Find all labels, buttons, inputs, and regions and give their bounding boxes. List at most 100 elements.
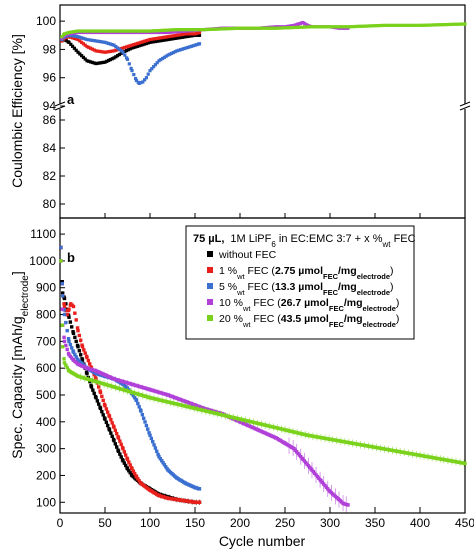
efficiency-point — [150, 37, 154, 41]
panel-letter-a: a — [67, 92, 75, 107]
capacity-point — [77, 333, 82, 338]
efficiency-point — [184, 46, 188, 50]
efficiency-point — [90, 29, 94, 33]
efficiency-point — [447, 22, 451, 27]
efficiency-point — [108, 49, 112, 54]
efficiency-point — [195, 43, 199, 47]
efficiency-point — [141, 40, 145, 44]
efficiency-point — [137, 41, 141, 45]
efficiency-point — [74, 37, 78, 41]
capacity-point — [65, 312, 69, 317]
efficiency-point — [180, 35, 184, 39]
efficiency-point — [177, 28, 181, 32]
efficiency-point — [127, 62, 131, 66]
efficiency-point — [116, 48, 120, 52]
efficiency-point — [189, 28, 193, 32]
efficiency-point — [132, 45, 136, 50]
efficiency-point — [96, 49, 100, 53]
efficiency-point — [195, 31, 199, 35]
capacity-point — [158, 456, 163, 461]
y-tick-label-b: 300 — [36, 442, 56, 456]
efficiency-point — [224, 27, 228, 31]
capacity-point — [157, 454, 161, 459]
efficiency-point — [438, 23, 442, 27]
efficiency-point — [238, 26, 242, 30]
efficiency-point — [134, 29, 138, 33]
efficiency-point — [206, 27, 210, 32]
efficiency-point — [287, 26, 291, 30]
efficiency-point — [360, 24, 364, 28]
y-tick-label-a-lower: 86 — [43, 113, 57, 127]
efficiency-point — [166, 35, 170, 39]
efficiency-point — [103, 60, 107, 64]
y-tick-label-a-lower: 80 — [43, 197, 57, 211]
legend-label-1pct: 1 %wt FEC (2.75 µmolFEC/mgelectrode) — [219, 265, 394, 281]
efficiency-point — [69, 42, 73, 46]
efficiency-point — [387, 23, 391, 27]
capacity-point — [101, 398, 105, 403]
efficiency-point — [188, 28, 192, 32]
efficiency-point — [204, 27, 208, 32]
efficiency-point — [265, 26, 269, 30]
efficiency-point — [389, 23, 393, 27]
efficiency-point — [130, 43, 134, 47]
panel-letter-b: b — [67, 250, 75, 265]
capacity-point — [142, 416, 146, 421]
efficiency-point — [121, 29, 125, 33]
efficiency-point — [301, 20, 305, 25]
capacity-point — [59, 245, 63, 250]
efficiency-point — [150, 29, 154, 33]
efficiency-point — [335, 25, 339, 29]
efficiency-point — [179, 33, 183, 37]
efficiency-point — [308, 25, 312, 29]
efficiency-point — [92, 39, 96, 43]
efficiency-point — [252, 26, 256, 30]
efficiency-point — [153, 37, 157, 41]
efficiency-point — [159, 28, 163, 33]
capacity-point — [110, 434, 114, 438]
y-tick-label-b: 500 — [36, 388, 56, 402]
capacity-point — [71, 331, 76, 336]
capacity-point — [161, 461, 165, 465]
efficiency-point — [99, 50, 103, 54]
capacity-point — [86, 358, 91, 363]
efficiency-point — [152, 40, 156, 44]
efficiency-point — [341, 25, 345, 29]
efficiency-point — [159, 58, 163, 62]
efficiency-point — [141, 29, 145, 33]
capacity-point — [74, 339, 78, 344]
capacity-point — [109, 417, 113, 422]
capacity-point — [95, 399, 100, 403]
efficiency-point — [296, 25, 300, 29]
efficiency-point — [110, 29, 114, 33]
capacity-point — [62, 361, 67, 365]
efficiency-point — [359, 24, 363, 28]
efficiency-point — [137, 29, 141, 33]
efficiency-point — [193, 32, 197, 36]
efficiency-point — [98, 61, 102, 65]
efficiency-point — [110, 57, 114, 61]
efficiency-point — [117, 52, 121, 57]
efficiency-point — [184, 28, 188, 32]
efficiency-point — [229, 26, 233, 31]
efficiency-point — [449, 22, 453, 27]
efficiency-point — [180, 47, 184, 51]
efficiency-point — [164, 54, 168, 58]
efficiency-point — [143, 78, 147, 82]
x-tick-label: 200 — [230, 516, 250, 530]
efficiency-point — [380, 23, 384, 28]
capacity-point — [118, 452, 122, 456]
capacity-point — [94, 395, 98, 400]
efficiency-point — [132, 43, 136, 47]
capacity-point — [75, 326, 80, 330]
capacity-point — [115, 445, 119, 449]
capacity-point — [346, 503, 350, 507]
efficiency-point — [171, 37, 175, 41]
efficiency-point — [123, 29, 127, 33]
efficiency-point — [157, 30, 161, 35]
legend-marker-5pct — [207, 283, 213, 289]
efficiency-point — [427, 23, 431, 27]
efficiency-point — [105, 50, 109, 54]
capacity-point — [70, 325, 74, 329]
efficiency-point — [87, 45, 91, 50]
